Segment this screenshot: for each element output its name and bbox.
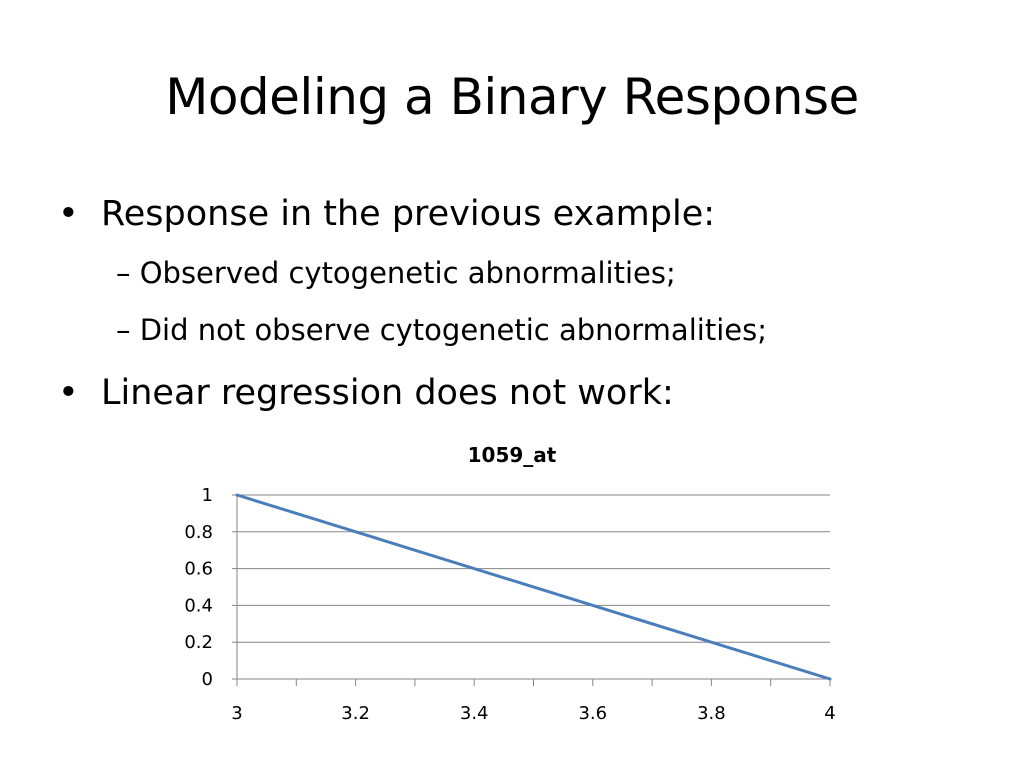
bullet-text: Response in the previous example: (101, 194, 716, 234)
bullet-text: Linear regression does not work: (101, 373, 674, 413)
y-tick-label: 0.8 (184, 522, 213, 543)
bullet-dot-icon: • (58, 194, 79, 234)
x-tick-label: 3.8 (697, 703, 726, 724)
subbullet-item-2: – Did not observe cytogenetic abnormalit… (116, 313, 767, 347)
line-chart: 1059_at 0 0.2 0.4 0.6 0.8 1 3 3.2 3.4 3.6 3.8 4 (184, 443, 836, 724)
y-tick-label: 1 (202, 485, 213, 506)
chart-gridlines (237, 494, 830, 643)
x-axis-ticks: 3 3.2 3.4 3.6 3.8 4 (231, 679, 836, 724)
y-tick-label: 0.4 (184, 595, 213, 616)
y-axis-ticks: 0 0.2 0.4 0.6 0.8 1 (184, 485, 237, 690)
y-tick-label: 0.6 (184, 559, 213, 580)
chart-series (235, 493, 832, 681)
series-line (235, 493, 832, 681)
x-tick-label: 3 (231, 703, 242, 724)
x-tick-label: 3.6 (578, 703, 607, 724)
subbullet-item-1: – Observed cytogenetic abnormalities; (116, 256, 676, 290)
chart-title: 1059_at (468, 443, 557, 467)
x-tick-label: 3.4 (460, 703, 489, 724)
bullet-dot-icon: • (58, 373, 79, 413)
x-tick-label: 4 (824, 703, 835, 724)
y-tick-label: 0.2 (184, 632, 213, 653)
y-tick-label: 0 (202, 669, 213, 690)
x-tick-label: 3.2 (341, 703, 370, 724)
slide-title: Modeling a Binary Response (165, 68, 859, 126)
